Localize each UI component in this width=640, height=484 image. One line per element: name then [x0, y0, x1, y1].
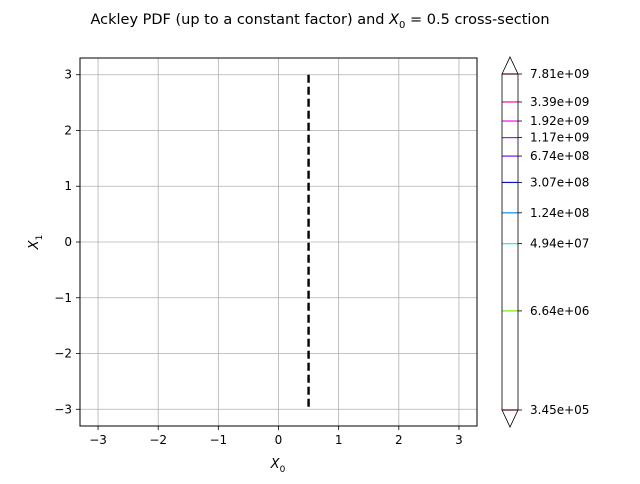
colorbar-tick-label: 6.74e+08 — [530, 149, 589, 163]
colorbar-bottom-extension — [501, 409, 519, 428]
colorbar-tick-label: 1.17e+09 — [530, 131, 589, 145]
y-axis-ticks: −3 −2 −1 0 1 2 3 — [54, 68, 80, 416]
colorbar-frame — [501, 73, 519, 411]
colorbar-tick-label: 7.81e+09 — [530, 67, 589, 81]
y-tick-label: 1 — [64, 179, 72, 193]
x-tick-label: −3 — [89, 433, 107, 447]
colorbar-tick-label: 1.24e+08 — [530, 206, 589, 220]
y-tick-label: 2 — [64, 123, 72, 137]
chart-title: Ackley PDF (up to a constant factor) and… — [90, 12, 549, 31]
y-tick-label: −1 — [54, 291, 72, 305]
y-tick-label: 0 — [64, 235, 72, 249]
x-tick-label: 3 — [455, 433, 463, 447]
colorbar: 3.45e+05 6.64e+06 4.94e+07 1.24e+08 3.07e+08… — [501, 56, 589, 428]
colorbar-tick-label: 6.64e+06 — [530, 304, 589, 318]
colorbar-tick-label: 3.07e+08 — [530, 175, 589, 189]
y-axis-label: X1 — [27, 235, 45, 251]
grid — [80, 58, 477, 426]
x-tick-label: 1 — [335, 433, 343, 447]
x-tick-label: 2 — [395, 433, 403, 447]
y-tick-label: 3 — [64, 68, 72, 82]
colorbar-tick-label: 1.92e+09 — [530, 114, 589, 128]
x-tick-label: 0 — [275, 433, 283, 447]
x-axis-label: X0 — [270, 457, 286, 475]
colorbar-tick-label: 3.39e+09 — [530, 95, 589, 109]
x-axis-ticks: −3 −2 −1 0 1 2 3 — [89, 426, 463, 447]
colorbar-tick-label: 4.94e+07 — [530, 237, 589, 251]
colorbar-top-extension — [501, 56, 519, 75]
colorbar-tick-label: 3.45e+05 — [530, 403, 589, 417]
x-tick-label: −2 — [149, 433, 167, 447]
x-tick-label: −1 — [209, 433, 227, 447]
y-tick-label: −3 — [54, 402, 72, 416]
y-tick-label: −2 — [54, 347, 72, 361]
